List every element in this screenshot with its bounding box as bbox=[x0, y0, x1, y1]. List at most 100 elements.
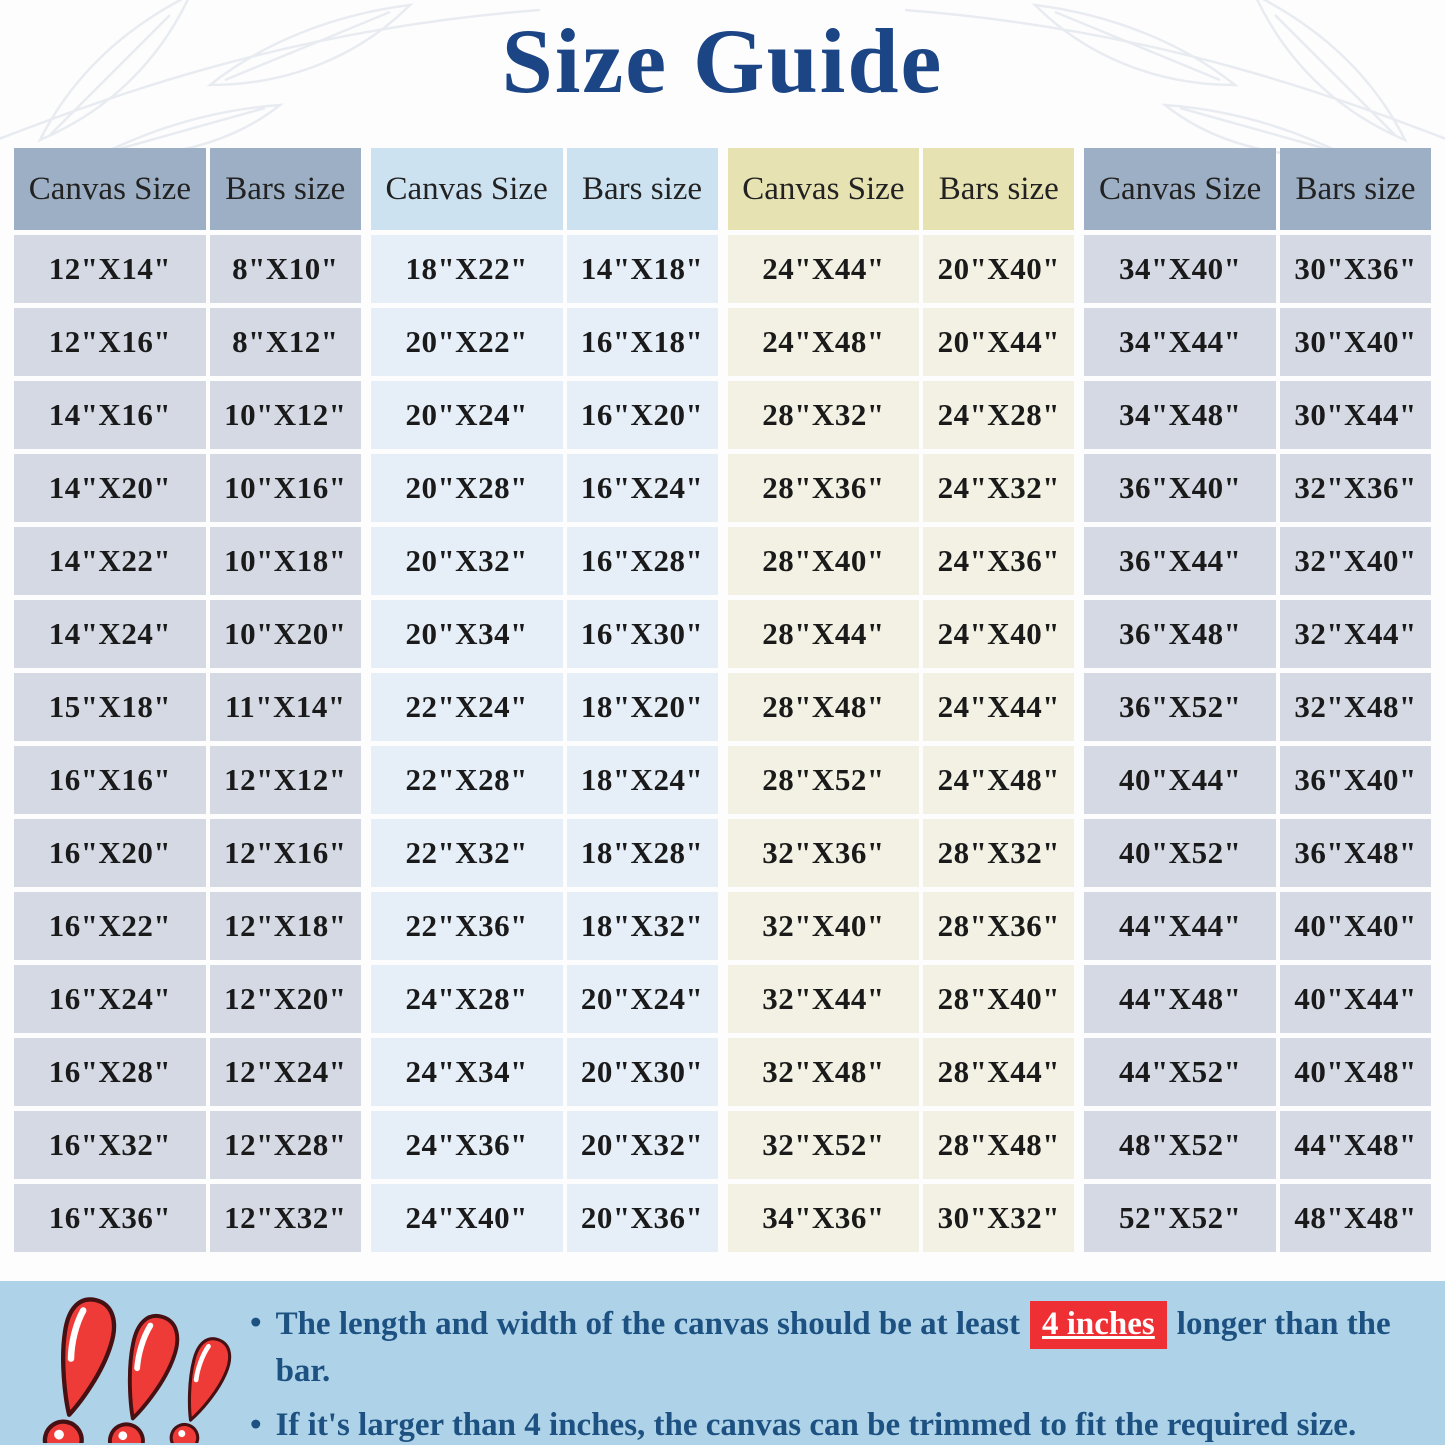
table-row: 12"X16" 8"X12" bbox=[14, 308, 361, 376]
canvas-size-cell: 32"X52" bbox=[727, 1111, 920, 1179]
bullet-icon: • bbox=[250, 1305, 262, 1341]
bars-size-cell: 12"X16" bbox=[209, 819, 361, 887]
table-row: 22"X24" 18"X20" bbox=[370, 673, 718, 741]
table-row: 28"X36" 24"X32" bbox=[727, 454, 1075, 522]
page-title: Size Guide bbox=[501, 10, 944, 112]
bars-size-cell: 10"X20" bbox=[209, 600, 361, 668]
notes-band: • The length and width of the canvas sho… bbox=[0, 1281, 1445, 1445]
canvas-size-cell: 34"X48" bbox=[1084, 381, 1277, 449]
note-1-pre: The length and width of the canvas shoul… bbox=[275, 1306, 1021, 1342]
canvas-size-cell: 32"X48" bbox=[727, 1038, 920, 1106]
table-row: 14"X16" 10"X12" bbox=[14, 381, 361, 449]
canvas-size-cell: 32"X44" bbox=[727, 965, 920, 1033]
table-row: 18"X22" 14"X18" bbox=[370, 235, 718, 303]
table-row: 36"X44" 32"X40" bbox=[1084, 527, 1431, 595]
size-tables: Canvas Size Bars size 12"X14" 8"X10" 12"X16"… bbox=[14, 148, 1431, 1252]
notes-text: • The length and width of the canvas sho… bbox=[250, 1301, 1420, 1445]
canvas-size-header-cell: Canvas Size bbox=[14, 148, 206, 230]
size-table-group-2: Canvas Size Bars size 18"X22" 14"X18" 20"X22… bbox=[370, 148, 718, 1252]
bars-size-cell: 36"X48" bbox=[1280, 819, 1431, 887]
table-row: 28"X32" 24"X28" bbox=[727, 381, 1075, 449]
canvas-size-cell: 16"X20" bbox=[14, 819, 206, 887]
canvas-size-cell: 20"X32" bbox=[370, 527, 563, 595]
canvas-size-cell: 24"X34" bbox=[370, 1038, 563, 1106]
bars-size-header-cell: Bars size bbox=[923, 148, 1075, 230]
table-row: 24"X48" 20"X44" bbox=[727, 308, 1075, 376]
bars-size-cell: 12"X20" bbox=[209, 965, 361, 1033]
table-row: 22"X28" 18"X24" bbox=[370, 746, 718, 814]
table-row: 52"X52" 48"X48" bbox=[1084, 1184, 1431, 1252]
table-row: 32"X36" 28"X32" bbox=[727, 819, 1075, 887]
bars-size-cell: 18"X28" bbox=[566, 819, 718, 887]
table-row: 20"X32" 16"X28" bbox=[370, 527, 718, 595]
bars-size-cell: 40"X40" bbox=[1280, 892, 1431, 960]
canvas-size-cell: 22"X24" bbox=[370, 673, 563, 741]
bars-size-cell: 28"X32" bbox=[923, 819, 1075, 887]
table-row: 34"X44" 30"X40" bbox=[1084, 308, 1431, 376]
note-1-highlight: 4 inches bbox=[1030, 1301, 1167, 1350]
bars-size-cell: 8"X12" bbox=[209, 308, 361, 376]
size-table-group-1: Canvas Size Bars size 12"X14" 8"X10" 12"X16"… bbox=[14, 148, 361, 1252]
bars-size-cell: 12"X18" bbox=[209, 892, 361, 960]
canvas-size-cell: 18"X22" bbox=[370, 235, 563, 303]
bars-size-cell: 40"X44" bbox=[1280, 965, 1431, 1033]
table-row: 12"X14" 8"X10" bbox=[14, 235, 361, 303]
table-row: 14"X24" 10"X20" bbox=[14, 600, 361, 668]
canvas-size-cell: 28"X32" bbox=[727, 381, 920, 449]
canvas-size-cell: 16"X16" bbox=[14, 746, 206, 814]
table-row: 16"X20" 12"X16" bbox=[14, 819, 361, 887]
bars-size-cell: 40"X48" bbox=[1280, 1038, 1431, 1106]
table-row: 24"X44" 20"X40" bbox=[727, 235, 1075, 303]
canvas-size-cell: 16"X22" bbox=[14, 892, 206, 960]
table-row: 40"X44" 36"X40" bbox=[1084, 746, 1431, 814]
bars-size-cell: 32"X48" bbox=[1280, 673, 1431, 741]
canvas-size-cell: 32"X36" bbox=[727, 819, 920, 887]
canvas-size-cell: 14"X24" bbox=[14, 600, 206, 668]
bars-size-cell: 24"X40" bbox=[923, 600, 1075, 668]
bars-size-cell: 12"X28" bbox=[209, 1111, 361, 1179]
table-row: 16"X22" 12"X18" bbox=[14, 892, 361, 960]
canvas-size-cell: 40"X52" bbox=[1084, 819, 1277, 887]
canvas-size-cell: 12"X14" bbox=[14, 235, 206, 303]
table-row: 34"X48" 30"X44" bbox=[1084, 381, 1431, 449]
canvas-size-cell: 44"X48" bbox=[1084, 965, 1277, 1033]
bars-size-cell: 24"X28" bbox=[923, 381, 1075, 449]
size-table-group-3: Canvas Size Bars size 24"X44" 20"X40" 24"X48… bbox=[727, 148, 1075, 1252]
bars-size-cell: 12"X12" bbox=[209, 746, 361, 814]
canvas-size-cell: 20"X24" bbox=[370, 381, 563, 449]
canvas-size-cell: 32"X40" bbox=[727, 892, 920, 960]
canvas-size-cell: 22"X36" bbox=[370, 892, 563, 960]
table-row: 14"X22" 10"X18" bbox=[14, 527, 361, 595]
table-row: 40"X52" 36"X48" bbox=[1084, 819, 1431, 887]
table-header-row: Canvas Size Bars size bbox=[727, 148, 1075, 230]
table-header-row: Canvas Size Bars size bbox=[1084, 148, 1431, 230]
canvas-size-cell: 14"X20" bbox=[14, 454, 206, 522]
table-row: 34"X40" 30"X36" bbox=[1084, 235, 1431, 303]
canvas-size-cell: 44"X52" bbox=[1084, 1038, 1277, 1106]
canvas-size-cell: 14"X22" bbox=[14, 527, 206, 595]
canvas-size-cell: 24"X48" bbox=[727, 308, 920, 376]
table-row: 44"X52" 40"X48" bbox=[1084, 1038, 1431, 1106]
bars-size-cell: 16"X30" bbox=[566, 600, 718, 668]
bars-size-cell: 16"X20" bbox=[566, 381, 718, 449]
canvas-size-cell: 20"X28" bbox=[370, 454, 563, 522]
note-1: • The length and width of the canvas sho… bbox=[250, 1301, 1420, 1393]
bars-size-cell: 18"X20" bbox=[566, 673, 718, 741]
canvas-size-cell: 28"X48" bbox=[727, 673, 920, 741]
bars-size-cell: 36"X40" bbox=[1280, 746, 1431, 814]
table-row: 22"X36" 18"X32" bbox=[370, 892, 718, 960]
bars-size-cell: 20"X36" bbox=[566, 1184, 718, 1252]
bars-size-cell: 44"X48" bbox=[1280, 1111, 1431, 1179]
canvas-size-cell: 24"X40" bbox=[370, 1184, 563, 1252]
bars-size-cell: 12"X24" bbox=[209, 1038, 361, 1106]
canvas-size-header-cell: Canvas Size bbox=[370, 148, 563, 230]
canvas-size-cell: 48"X52" bbox=[1084, 1111, 1277, 1179]
table-row: 16"X36" 12"X32" bbox=[14, 1184, 361, 1252]
table-row: 32"X40" 28"X36" bbox=[727, 892, 1075, 960]
table-row: 32"X48" 28"X44" bbox=[727, 1038, 1075, 1106]
bars-size-cell: 28"X36" bbox=[923, 892, 1075, 960]
table-row: 28"X48" 24"X44" bbox=[727, 673, 1075, 741]
table-row: 14"X20" 10"X16" bbox=[14, 454, 361, 522]
canvas-size-cell: 28"X36" bbox=[727, 454, 920, 522]
table-row: 28"X44" 24"X40" bbox=[727, 600, 1075, 668]
